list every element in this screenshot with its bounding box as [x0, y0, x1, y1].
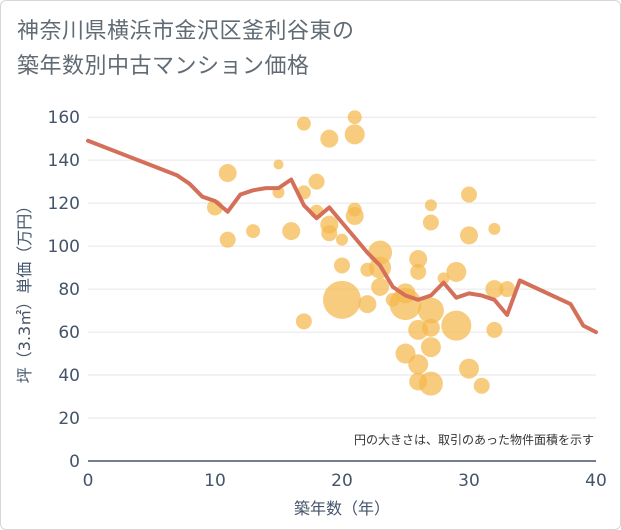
bubble: [437, 272, 450, 285]
bubble: [473, 377, 490, 394]
y-tick-label: 60: [58, 323, 80, 343]
bubble: [321, 225, 338, 242]
x-tick-label: 10: [204, 471, 226, 491]
x-tick-label: 20: [331, 471, 353, 491]
bubble: [323, 280, 361, 319]
bubble: [246, 224, 261, 239]
y-axis-label: 坪（3.3㎡）単価（万円）: [15, 198, 34, 383]
bubble: [420, 337, 441, 358]
bubble: [424, 199, 437, 212]
x-axis-label: 築年数（年）: [294, 499, 390, 518]
bubble: [418, 371, 443, 396]
bubble: [282, 222, 301, 241]
bubble: [344, 124, 365, 145]
x-tick-label: 40: [585, 471, 607, 491]
bubble: [389, 288, 422, 321]
y-tick-label: 80: [58, 280, 80, 300]
bubble: [459, 358, 479, 379]
x-tick-labels: 0 10 20 30 40: [83, 471, 607, 491]
bubble: [410, 263, 427, 280]
bubble: [446, 261, 467, 282]
bubble: [461, 186, 477, 203]
bubble: [421, 318, 440, 337]
bubble: [336, 233, 348, 246]
price-trend-line: [86, 138, 598, 335]
bubble: [320, 129, 339, 148]
bubble-size-note: 円の大きさは、取引のあった物件面積を示す: [354, 432, 594, 447]
y-tick-label: 140: [48, 151, 80, 171]
bubble: [417, 297, 444, 324]
bubble: [334, 257, 350, 274]
bubble: [422, 214, 439, 231]
bubble: [218, 164, 237, 183]
y-tick-label: 20: [58, 409, 80, 429]
bubble: [486, 321, 503, 338]
chart-title-line-2: 築年数別中古マンション価格: [17, 54, 310, 79]
y-tick-label: 120: [48, 194, 80, 214]
y-tick-label: 100: [48, 237, 80, 257]
bubble: [219, 231, 236, 248]
bubble: [460, 226, 478, 245]
bubble: [347, 110, 362, 125]
x-tick-label: 30: [458, 471, 480, 491]
y-tick-label: 160: [48, 108, 80, 128]
y-tick-label: 0: [69, 452, 80, 472]
bubble: [296, 116, 311, 131]
bubble: [409, 250, 428, 269]
bubble: [488, 222, 501, 235]
bubble: [345, 207, 364, 226]
chart-title: 神奈川県横浜市金沢区釜利谷東の 築年数別中古マンション価格: [17, 14, 607, 84]
x-tick-label: 0: [83, 471, 94, 491]
bubble: [295, 313, 312, 330]
y-tick-label: 40: [58, 366, 80, 386]
bubble: [273, 159, 284, 170]
chart-title-line-1: 神奈川県横浜市金沢区釜利谷東の: [17, 19, 355, 44]
bubble: [499, 281, 516, 298]
bubble: [371, 277, 390, 296]
bubble-series: [207, 110, 516, 396]
bubble: [485, 280, 504, 299]
bubble: [308, 173, 325, 190]
bubble: [408, 354, 429, 375]
bubble: [441, 310, 472, 341]
y-tick-labels: 0 20 40 60 80 100 120 140 160: [48, 108, 80, 472]
bubble: [358, 295, 377, 314]
